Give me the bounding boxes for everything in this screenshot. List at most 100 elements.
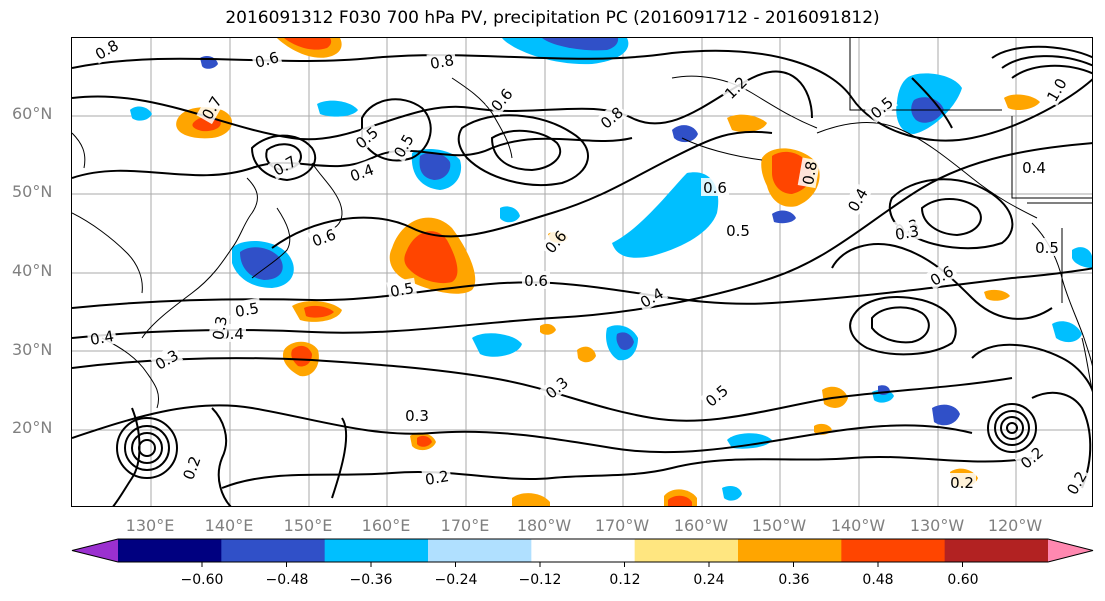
colorbar-segment	[324, 539, 429, 562]
lon-tick-label: 140°W	[830, 516, 886, 535]
contour-label-bg	[1033, 238, 1061, 256]
precip-blob	[404, 231, 458, 284]
contour-line	[1011, 64, 1092, 79]
lat-tick-label: 20°N	[12, 418, 53, 437]
contour-label-bg	[89, 38, 124, 64]
contour-label: 0.3	[209, 315, 231, 342]
precip-blob	[1004, 94, 1040, 110]
contour-label-bg	[1020, 158, 1048, 176]
contour-label-bg	[1061, 465, 1091, 500]
precip-blob	[668, 495, 692, 506]
lon-tick-label: 160°E	[361, 516, 411, 535]
contour-line	[331, 417, 348, 499]
contour-line	[871, 306, 930, 344]
precip-blob	[417, 435, 432, 447]
colorbar-tick-label: 0.60	[947, 572, 979, 588]
coastline	[141, 177, 258, 339]
lat-tick-label: 30°N	[12, 340, 53, 359]
colorbar-tick-label: 0.48	[862, 572, 894, 588]
contour-line	[116, 417, 178, 479]
contour-line	[72, 404, 973, 454]
coastline	[101, 337, 160, 409]
contour-line	[920, 198, 982, 237]
colorbar-tick-label: −0.36	[349, 572, 393, 588]
contour-label-bg	[864, 91, 898, 124]
colorbar-tick-label: −0.48	[265, 572, 309, 588]
contour-label-bg	[842, 182, 872, 217]
contour-label-bg	[196, 90, 226, 125]
contour-label-bg	[891, 220, 923, 244]
precip-blob	[932, 404, 960, 426]
contour-line	[72, 142, 1092, 339]
colorbar-segment	[944, 539, 1049, 562]
precip-blob	[672, 125, 698, 143]
border-line	[1011, 116, 1092, 199]
coastlines	[72, 75, 1092, 409]
contour-label-bg	[634, 282, 669, 312]
contour-label-bg	[149, 344, 184, 374]
contour-line	[991, 45, 1092, 59]
chart-title: 2016091312 F030 700 hPa PV, precipitatio…	[225, 8, 880, 28]
contour-label: 0.2	[424, 467, 451, 489]
contour-line	[72, 137, 633, 179]
lon-tick-label: 130°W	[909, 516, 965, 535]
coastline	[251, 207, 291, 279]
precip-pc-fills	[130, 38, 1092, 506]
lon-tick-label: 150°W	[751, 516, 807, 535]
contour-label: 0.6	[524, 272, 548, 290]
colorbar-tick-label: −0.12	[518, 572, 562, 588]
precip-blob	[317, 100, 358, 117]
contour-label-bg	[349, 121, 383, 154]
precip-blob	[727, 433, 772, 449]
lon-tick-label: 160°W	[673, 516, 729, 535]
contour-label-bg	[86, 325, 118, 349]
contour-label-bg	[250, 46, 283, 72]
contour-label-bg	[267, 150, 302, 180]
lon-tick-label: 180°W	[516, 516, 572, 535]
colorbar-segment	[428, 539, 532, 562]
contour-label: 0.6	[703, 179, 727, 197]
precip-blob	[616, 332, 634, 350]
lat-tick-label: 60°N	[12, 104, 53, 123]
contour-label-bg	[307, 223, 340, 251]
lat-tick-label: 40°N	[12, 261, 53, 280]
contour-label: 0.3	[894, 222, 921, 244]
contour-label-bg	[539, 371, 573, 404]
contour-line	[221, 455, 1033, 489]
precip-blob	[472, 333, 522, 357]
precip-blob	[727, 114, 767, 133]
contour-label-bg	[1014, 441, 1048, 474]
precip-blob	[512, 493, 550, 506]
contour-label: 0.4	[89, 327, 116, 349]
precip-blob	[1072, 247, 1092, 268]
colorbar-tick-label: 0.12	[609, 572, 641, 588]
precip-blob	[419, 152, 451, 180]
graticule-grid	[72, 38, 1092, 506]
contour-line	[138, 439, 156, 457]
borders	[849, 38, 1092, 303]
contour-label-bg	[386, 277, 418, 301]
contour-label: 0.6	[253, 48, 281, 72]
contour-line	[72, 70, 813, 141]
contour-label-bg	[724, 221, 752, 239]
precip-blob	[291, 345, 312, 367]
lon-tick-label: 150°E	[283, 516, 333, 535]
contour-label-bg	[522, 271, 550, 289]
contour-label: 0.3	[405, 407, 429, 425]
contour-label: 0.4	[1022, 159, 1046, 177]
colorbar-tick-label: −0.60	[180, 572, 224, 588]
coastline	[1081, 337, 1092, 392]
precip-blob	[577, 346, 596, 363]
lon-tick-label: 120°W	[987, 516, 1043, 535]
coastline	[671, 75, 818, 129]
coastline	[72, 132, 86, 169]
colorbar-tick-label: −0.24	[434, 572, 478, 588]
contour-label-bg	[485, 82, 518, 116]
contour-label: 0.5	[389, 279, 416, 301]
colorbar-outline	[71, 538, 1094, 563]
contour-line	[211, 407, 232, 506]
contour-label-bg	[231, 297, 263, 321]
contour-label-bg	[948, 473, 976, 491]
lon-tick-label: 170°W	[594, 516, 650, 535]
lon-tick-label: 140°E	[204, 516, 254, 535]
